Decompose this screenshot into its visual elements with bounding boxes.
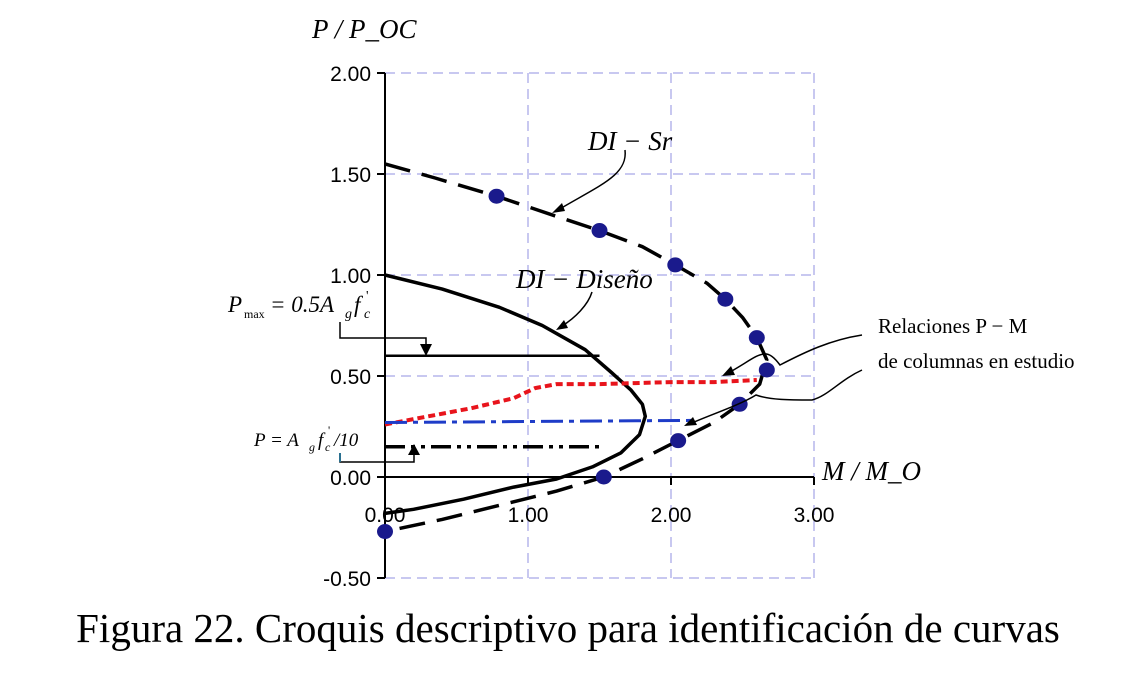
x-tick-label: 0.00 (365, 504, 406, 527)
svg-text:/10: /10 (333, 430, 359, 451)
data-point-marker (731, 396, 748, 412)
svg-text:g: g (309, 440, 315, 454)
y-tick-label: 1.50 (330, 164, 371, 187)
data-point-marker (758, 362, 775, 378)
svg-text:f: f (318, 430, 326, 451)
svg-text:max: max (244, 307, 265, 321)
svg-text:Relaciones P − M: Relaciones P − M (878, 314, 1028, 338)
y-axis-title: P / P_OC (311, 14, 417, 44)
data-point-marker (717, 291, 734, 307)
svg-text:f: f (354, 292, 364, 317)
data-point-marker (748, 330, 765, 346)
y-tick-label: -0.50 (323, 568, 371, 591)
x-tick-label: 2.00 (651, 504, 692, 527)
figure-caption: Figura 22. Croquis descriptivo para iden… (76, 605, 1060, 651)
series-line-curve-3 (384, 418, 693, 424)
x-axis-title: M / M_O (821, 456, 921, 486)
svg-text:P: P (227, 292, 242, 317)
arrowhead-di-sr (552, 203, 565, 213)
marker-group (377, 188, 775, 540)
svg-text:P = A: P = A (253, 430, 299, 451)
arrowhead-di-diseno (556, 320, 568, 330)
svg-text:c: c (325, 440, 331, 454)
y-tick-label: 1.00 (330, 265, 371, 288)
data-point-marker (667, 257, 684, 273)
data-point-marker (488, 188, 505, 204)
series-line-di-sr (384, 162, 769, 534)
y-tick-label: 2.00 (330, 63, 371, 86)
svg-text:': ' (328, 423, 330, 437)
svg-text:': ' (366, 289, 369, 304)
x-tick-label: 3.00 (794, 504, 835, 527)
grid-lines (385, 72, 815, 579)
series-group (384, 162, 769, 534)
label-di-sr: DI − Sr (587, 126, 673, 156)
leader-di-diseno (561, 291, 593, 327)
leader-di-sr (557, 149, 626, 211)
data-point-marker (670, 433, 687, 449)
relaciones-annotation: Relaciones P − M de columnas en estudio (684, 314, 1075, 426)
chart-figure: -0.50 0.00 0.50 1.00 1.50 2.00 0.00 1.00 2.00 3.0… (227, 14, 1075, 591)
pmax-annotation: P max = 0.5A g f c ' (227, 289, 432, 356)
pmin-annotation: P = A g f c ' /10 (253, 423, 420, 463)
y-tick-label: 0.00 (330, 467, 371, 490)
data-point-marker (595, 469, 612, 485)
tick-labels: -0.50 0.00 0.50 1.00 1.50 2.00 0.00 1.00 2.00 3.0… (323, 63, 834, 591)
x-tick-label: 1.00 (508, 504, 549, 527)
svg-text:de columnas en estudio: de columnas en estudio (878, 349, 1075, 373)
svg-text:= 0.5A: = 0.5A (270, 292, 335, 317)
series-line-di-dise-o (384, 273, 648, 516)
svg-text:g: g (345, 307, 352, 322)
svg-text:c: c (364, 307, 371, 322)
label-di-diseno: DI − Diseño (515, 264, 653, 294)
data-point-marker (591, 223, 608, 239)
series-line-curve-2 (384, 378, 757, 427)
y-tick-label: 0.50 (330, 366, 371, 389)
data-point-marker (377, 524, 393, 540)
